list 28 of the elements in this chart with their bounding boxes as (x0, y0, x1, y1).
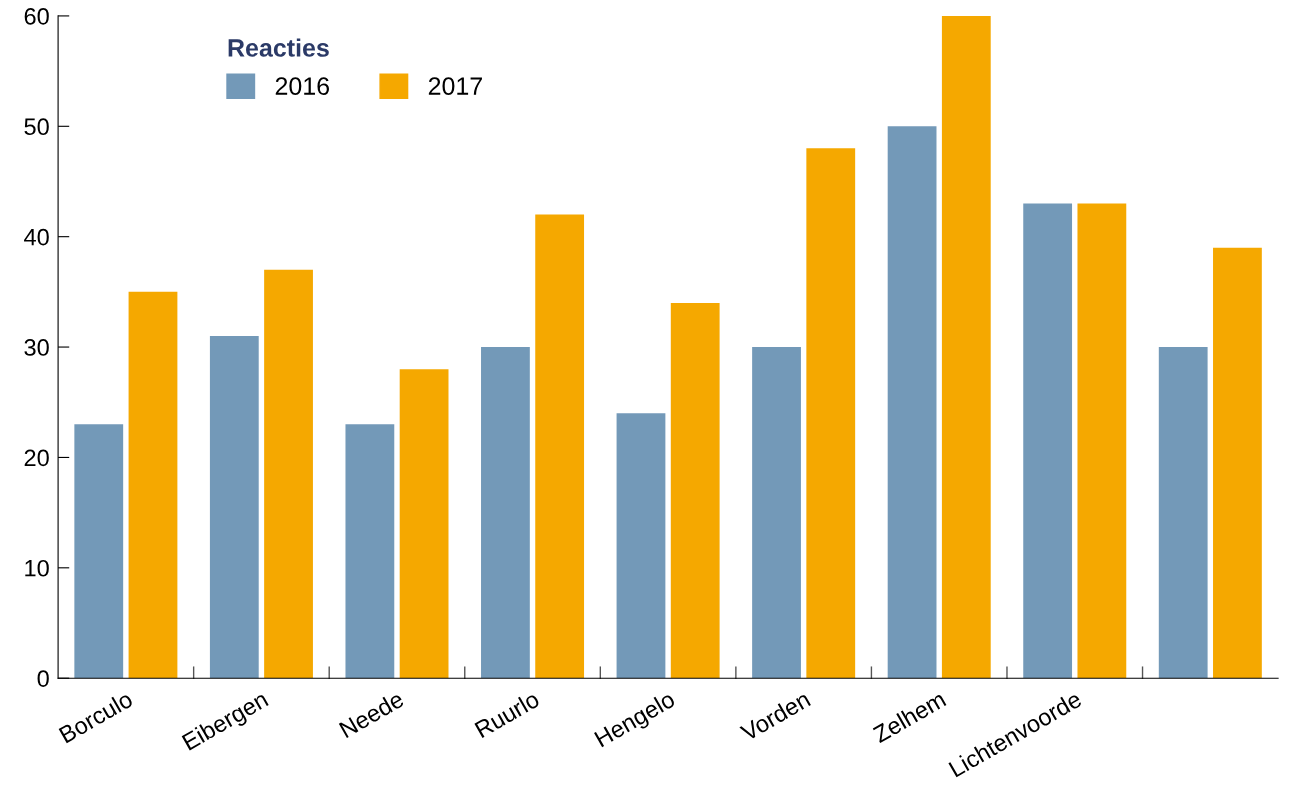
bar (941, 15, 991, 679)
bar (670, 302, 720, 679)
bar (209, 336, 259, 679)
bar (1213, 247, 1262, 679)
y-tick-label: 30 (24, 339, 49, 356)
y-tick-label: 0 (37, 670, 49, 687)
y-tick-label: 40 (24, 228, 49, 246)
y-tick-label: 10 (25, 559, 49, 577)
bar (1023, 203, 1073, 679)
legend-title: Reacties (228, 38, 329, 57)
bar (399, 369, 449, 679)
bar (74, 424, 124, 679)
legend-label: 2017 (428, 77, 482, 95)
bar (481, 347, 530, 679)
bar (1077, 203, 1127, 679)
y-tick-label: 60 (24, 7, 49, 25)
bar (806, 148, 856, 679)
legend-label: 2016 (275, 77, 330, 95)
bar (616, 413, 666, 679)
y-tick-label: 50 (24, 118, 49, 136)
bar (128, 291, 178, 679)
bar (887, 126, 937, 679)
bar (264, 269, 313, 679)
bar (1158, 347, 1208, 679)
bar (752, 347, 801, 679)
y-tick-label: 20 (24, 449, 49, 467)
bar (535, 214, 585, 679)
bar (345, 424, 395, 679)
